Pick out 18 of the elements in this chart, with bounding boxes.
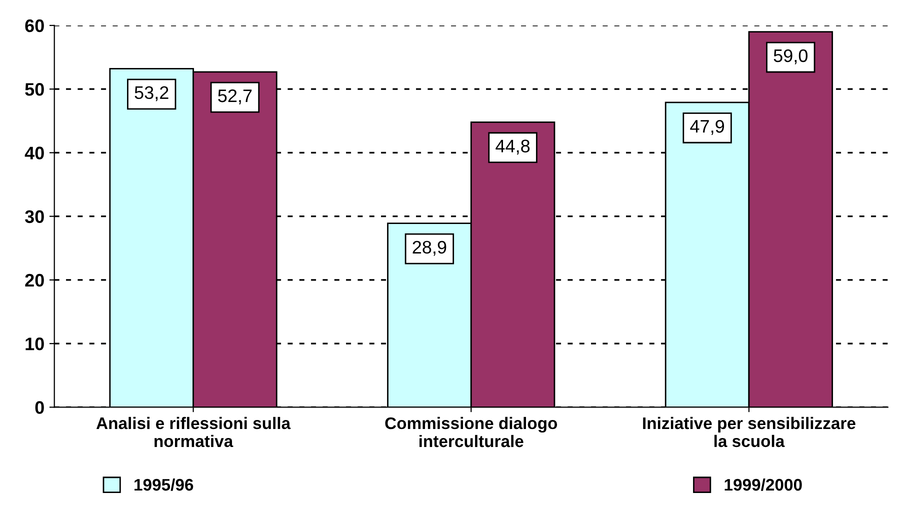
data-label: 52,7 <box>218 89 252 104</box>
y-tick-label: 50 <box>25 83 44 96</box>
y-tick-label: 60 <box>25 19 44 32</box>
y-tick-label: 0 <box>35 401 44 414</box>
data-label: 44,8 <box>496 140 530 155</box>
y-tick-label: 20 <box>25 274 44 287</box>
y-tick-label: 10 <box>26 338 44 350</box>
x-tick-label: Commissione dialogo interculturale <box>385 416 558 448</box>
x-tick-label: Iniziative per sensibilizzare la scuola <box>643 416 856 448</box>
legend-label: 1999/2000 <box>724 478 802 491</box>
data-label: 28,9 <box>412 240 446 256</box>
data-label: 47,9 <box>690 120 724 135</box>
y-tick-label: 40 <box>24 146 44 160</box>
legend-label: 1995/96 <box>134 478 194 491</box>
x-tick-label: Analisi e riflessioni sulla normativa <box>96 416 291 448</box>
y-tick-label: 30 <box>24 210 44 224</box>
data-label: 53,2 <box>134 86 168 102</box>
data-label: 59,0 <box>774 49 808 64</box>
